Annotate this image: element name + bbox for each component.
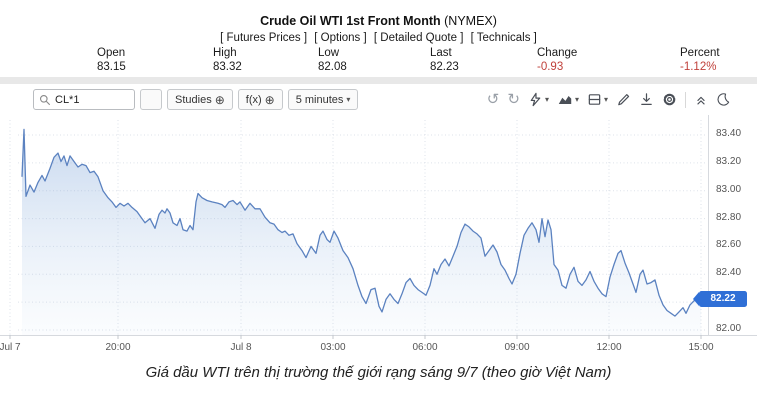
quote-label: Percent [680, 47, 720, 59]
interval-dropdown[interactable]: 5 minutes ▾ [287, 89, 359, 110]
chart-style-icon [558, 95, 572, 104]
chevron-down-icon: ▾ [574, 95, 579, 104]
x-axis-label: 15:00 [688, 342, 714, 353]
x-axis-label: 12:00 [596, 342, 622, 353]
quote-value: -1.12% [680, 61, 717, 73]
quote-label: Low [318, 47, 340, 59]
link-technicals[interactable]: [ Technicals ] [470, 32, 537, 44]
quote-open: Open 83.15 [97, 47, 126, 74]
layout-icon [588, 94, 601, 105]
settings-button[interactable] [662, 91, 677, 109]
fx-button[interactable]: f(x) ⊕ [237, 89, 283, 110]
chevron-down-icon: ▾ [346, 95, 351, 104]
quote-summary-row: Open 83.15 High 83.32 Low 82.08 Last 82.… [0, 0, 757, 77]
interval-label: 5 minutes [295, 93, 344, 106]
quote-value: 82.08 [318, 61, 347, 73]
link-options[interactable]: [ Options ] [314, 32, 367, 44]
quote-value: 83.15 [97, 61, 126, 73]
x-axis-label: Jul 7 [0, 342, 21, 353]
collapse-icon [697, 96, 705, 105]
search-icon [39, 94, 51, 105]
draw-button[interactable] [616, 91, 631, 109]
x-axis-label: 06:00 [412, 342, 438, 353]
price-chart-canvas[interactable] [0, 115, 757, 340]
toolbar-divider [685, 91, 686, 108]
quote-change: Change -0.93 [537, 47, 577, 74]
chart-style-button[interactable]: ▾ [557, 91, 579, 109]
redo-button[interactable]: ↻ [507, 91, 520, 109]
undo-icon: ↺ [486, 91, 500, 108]
quote-links: [ Futures Prices ] [ Options ] [ Detaile… [0, 32, 757, 44]
quote-high: High 83.32 [213, 47, 242, 74]
y-axis-label: 82.40 [716, 267, 742, 278]
x-axis-label: Jul 8 [230, 342, 252, 353]
plus-circle-icon: ⊕ [264, 92, 275, 107]
x-axis-label: 20:00 [105, 342, 131, 353]
download-button[interactable] [639, 91, 654, 109]
y-axis-label: 83.40 [716, 128, 742, 139]
last-price-badge: 82.22 [693, 291, 747, 307]
chart-region: 83.40 83.20 83.00 82.80 82.60 82.40 82.00 Jul … [0, 115, 757, 355]
last-price-value: 82.22 [710, 293, 736, 304]
toolbar-right-icons: ↺ ↻ ▾ ▾ ▾ [487, 91, 757, 109]
quote-label: Change [537, 47, 578, 59]
quote-low: Low 82.08 [318, 47, 347, 74]
link-detailed-quote[interactable]: [ Detailed Quote ] [373, 32, 464, 44]
redo-icon: ↻ [507, 91, 520, 108]
studies-button[interactable]: Studies ⊕ [167, 89, 233, 110]
y-axis-label: 83.20 [716, 156, 742, 167]
quote-last: Last 82.23 [430, 47, 459, 74]
symbol-title: Crude Oil WTI 1st Front Month [260, 14, 441, 28]
studies-label: Studies [175, 93, 212, 106]
events-icon [530, 92, 541, 107]
y-axis-label: 82.00 [716, 323, 742, 334]
quote-label: High [213, 47, 237, 59]
quote-value: 82.23 [430, 61, 459, 73]
symbol-search-input[interactable] [55, 93, 125, 106]
y-axis-label: 82.80 [716, 212, 742, 223]
x-axis-label: 03:00 [320, 342, 346, 353]
exchange-label: (NYMEX) [444, 14, 497, 28]
compare-button[interactable] [140, 89, 162, 110]
quote-percent: Percent -1.12% [680, 47, 720, 74]
fx-label: f(x) [245, 93, 262, 106]
plus-circle-icon: ⊕ [214, 92, 225, 107]
undo-button[interactable]: ↺ [487, 91, 500, 109]
chart-toolbar: Studies ⊕ f(x) ⊕ 5 minutes ▾ ↺ ↻ ▾ ▾ [0, 84, 757, 115]
y-axis-label: 82.60 [716, 239, 742, 250]
x-axis-label: 09:00 [504, 342, 530, 353]
chevron-down-icon: ▾ [544, 95, 549, 104]
draw-icon [618, 94, 630, 106]
quote-value: 83.32 [213, 61, 242, 73]
gear-icon [663, 93, 676, 106]
y-axis-label: 83.00 [716, 184, 742, 195]
chevron-down-icon: ▾ [603, 95, 608, 104]
layout-button[interactable]: ▾ [587, 91, 608, 109]
moon-icon [717, 93, 730, 106]
header-divider [0, 77, 757, 84]
compare-icon [146, 96, 156, 103]
link-futures-prices[interactable]: [ Futures Prices ] [220, 32, 308, 44]
dark-mode-button[interactable] [716, 91, 731, 109]
image-caption: Giá dầu WTI trên thị trường thế giới rạn… [145, 364, 612, 381]
events-button[interactable]: ▾ [528, 91, 549, 109]
collapse-toolbar-button[interactable] [694, 91, 708, 109]
download-icon [641, 93, 652, 105]
page-title: Crude Oil WTI 1st Front Month (NYMEX) [0, 14, 757, 28]
quote-label: Open [97, 47, 126, 59]
quote-value: -0.93 [537, 61, 564, 73]
symbol-search[interactable] [33, 89, 135, 110]
quote-label: Last [430, 47, 452, 59]
